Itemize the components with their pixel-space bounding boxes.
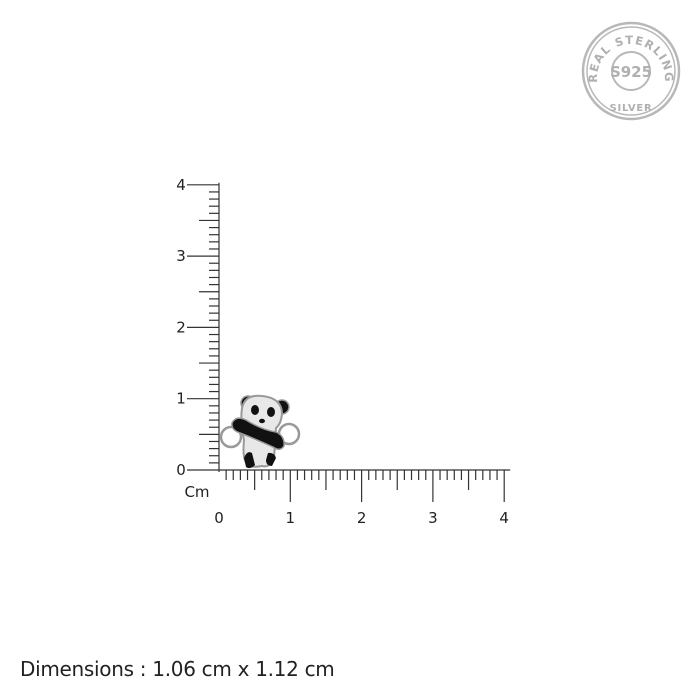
- x-tick-label: 1: [286, 509, 296, 527]
- x-tick-label: 3: [428, 509, 438, 527]
- ruler: 0 1 2 3 4 0 1 2 3 4 Cm: [176, 176, 511, 527]
- y-tick-label: 1: [176, 390, 186, 408]
- sterling-silver-badge: REAL STERLING SILVER S925: [581, 21, 681, 121]
- badge-bottom-text: SILVER: [610, 103, 653, 114]
- dimensions-caption: Dimensions : 1.06 cm x 1.12 cm: [20, 657, 335, 681]
- x-tick-label: 0: [214, 509, 224, 527]
- badge-center-text: S925: [610, 63, 652, 81]
- y-tick-label: 2: [176, 318, 186, 336]
- y-tick-label: 0: [176, 461, 186, 479]
- panda-charm: [219, 394, 301, 469]
- x-tick-label: 4: [499, 509, 509, 527]
- y-tick-label: 3: [176, 247, 186, 265]
- unit-label: Cm: [184, 483, 209, 501]
- x-tick-label: 2: [357, 509, 367, 527]
- y-tick-label: 4: [176, 176, 186, 194]
